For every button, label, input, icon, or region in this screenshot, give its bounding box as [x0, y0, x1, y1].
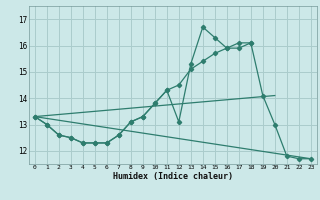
X-axis label: Humidex (Indice chaleur): Humidex (Indice chaleur)	[113, 172, 233, 181]
